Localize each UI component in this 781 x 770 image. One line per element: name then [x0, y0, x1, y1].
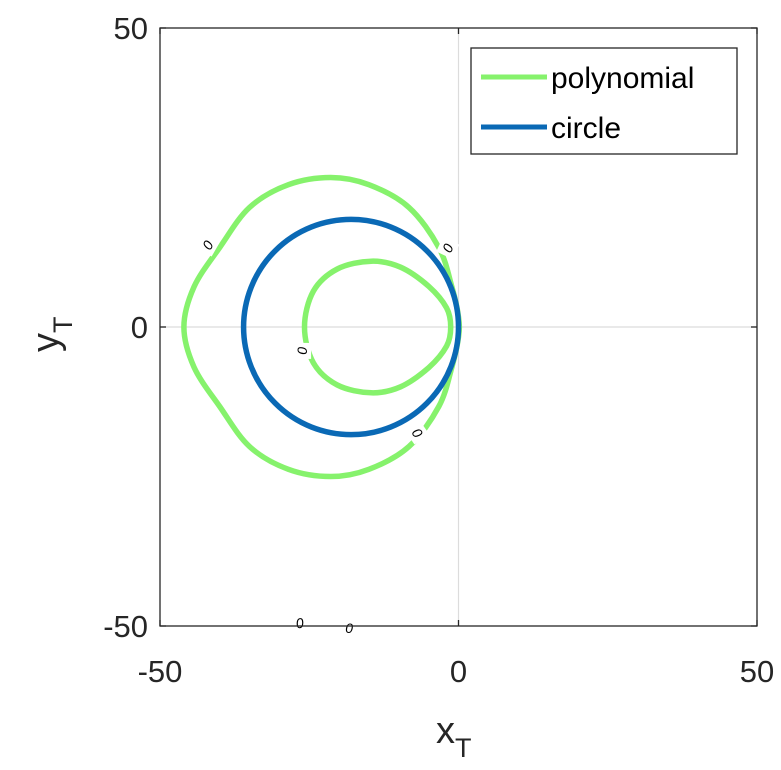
contour-label-layer: 0 0 0 0 0 0 [196, 233, 460, 637]
contour-label-3: 0 [405, 421, 430, 445]
tick-layer: -50 0 50 50 0 -50 [103, 11, 774, 689]
contour-label-0: 0 [196, 233, 220, 257]
y-tick-label: 50 [114, 11, 148, 46]
legend-box [470, 47, 738, 155]
contour-label-text: 0 [345, 620, 353, 636]
y-tick-label: -50 [103, 609, 148, 644]
series-layer [181, 174, 463, 480]
x-tick-label: -50 [138, 654, 183, 689]
contour-label-2: 0 [293, 342, 312, 359]
series-polynomial-curve-0 [181, 174, 463, 480]
y-tick-label: 0 [131, 310, 148, 345]
x-tick-label: 50 [740, 654, 774, 689]
contour-label-1: 0 [436, 237, 460, 260]
contour-label-text: 0 [294, 614, 305, 631]
series-circle-curve [240, 216, 462, 438]
x-axis-label: xT [436, 710, 472, 763]
legend: polynomial circle [470, 47, 738, 155]
contour-label-gap [196, 233, 220, 257]
contour-label-gap [436, 237, 460, 260]
contour-label-gap [290, 612, 310, 634]
x-tick-label: 0 [450, 654, 467, 689]
contour-label-gap [341, 618, 358, 637]
contour-label-gap [405, 421, 430, 445]
x-axis-label-sub: T [455, 733, 472, 763]
x-axis-label-main: x [436, 710, 455, 752]
legend-label-polynomial: polynomial [551, 62, 694, 95]
series-polynomial-curve-1 [301, 258, 454, 396]
y-axis-label-sub: T [48, 317, 78, 334]
contour-label-text: 0 [294, 347, 310, 355]
contour-label-gap [293, 342, 312, 359]
y-axis-label: yT [25, 317, 78, 353]
y-axis-label-main: y [25, 333, 67, 352]
contour-label-4: 0 [290, 612, 310, 634]
legend-label-circle: circle [551, 112, 621, 145]
contour-label-5: 0 [341, 618, 358, 637]
